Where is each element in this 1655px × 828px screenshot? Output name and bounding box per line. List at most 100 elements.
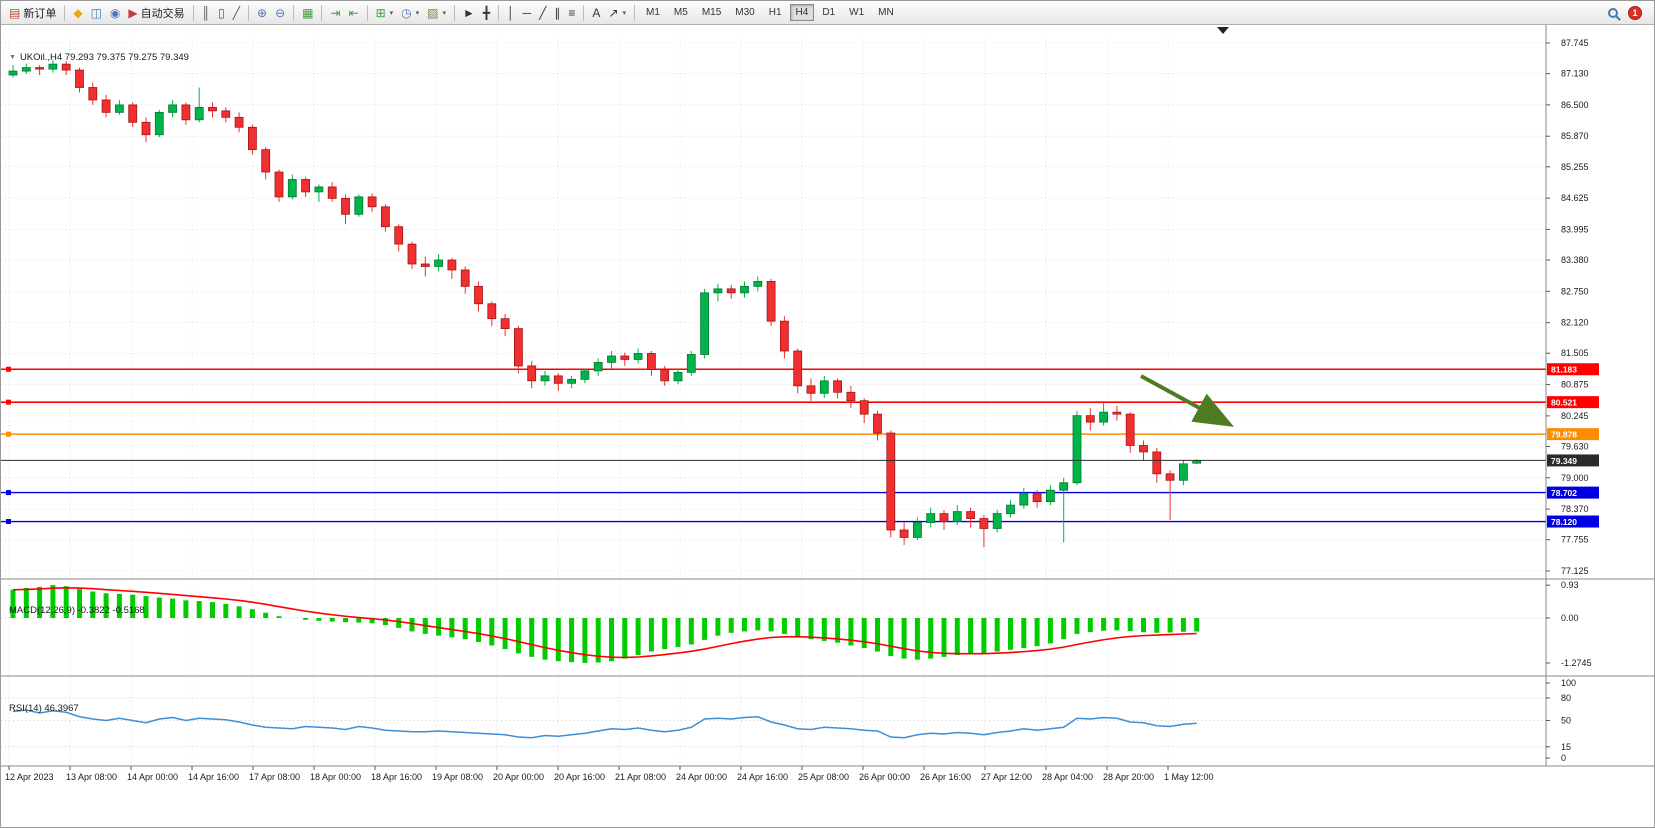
timeframe-mn[interactable]: MN [872,4,900,21]
toolbar-separator [192,4,194,21]
autotrading-icon: ▶ [128,5,138,20]
chart-ohlc-title: UKOil.,H4 79.293 79.375 79.275 79.349 [19,52,189,63]
chart-shift-icon: ⇤ [348,5,359,20]
svg-text:80.875: 80.875 [1561,380,1589,390]
svg-text:12 Apr 2023: 12 Apr 2023 [5,772,54,782]
timeframe-d1[interactable]: D1 [816,4,841,21]
svg-text:77.755: 77.755 [1561,535,1589,545]
timeframe-toolbar: M1 M5 M15 M30 H1 H4 D1 W1 MN [639,4,901,21]
svg-text:80.245: 80.245 [1561,411,1589,421]
new-order-button[interactable]: ▤ 新订单 [5,3,60,23]
timeframe-m5[interactable]: M5 [668,4,694,21]
chevron-down-icon: ▾ [415,9,420,17]
svg-text:14 Apr 16:00: 14 Apr 16:00 [188,772,239,782]
vertical-line-button[interactable]: │ [503,3,519,23]
line-chart-button[interactable]: ╱ [229,3,244,23]
autotrading-button-label: 自动交易 [140,7,185,20]
alerts-button[interactable]: ◆ [69,3,86,23]
channel-button[interactable]: ∥ [550,3,564,23]
svg-text:26 Apr 16:00: 26 Apr 16:00 [920,772,971,782]
svg-text:77.125: 77.125 [1561,566,1589,576]
periods-button[interactable]: ◷ ▾ [397,3,423,23]
svg-text:82.750: 82.750 [1561,286,1589,296]
auto-scroll-icon: ⇥ [330,5,341,20]
fibonacci-button[interactable]: ≡ [564,3,579,23]
svg-text:21 Apr 08:00: 21 Apr 08:00 [615,772,666,782]
auto-scroll-button[interactable]: ⇥ [326,3,344,23]
svg-text:81.183: 81.183 [1551,365,1577,375]
svg-text:85.255: 85.255 [1561,162,1589,172]
svg-text:19 Apr 08:00: 19 Apr 08:00 [432,772,483,782]
svg-text:0: 0 [1561,753,1566,763]
svg-text:86.500: 86.500 [1561,100,1589,110]
chevron-down-icon: ▾ [389,9,394,17]
svg-text:78.370: 78.370 [1561,504,1589,514]
fibonacci-icon: ≡ [568,5,576,20]
svg-text:20 Apr 00:00: 20 Apr 00:00 [493,772,544,782]
notification-badge[interactable]: 1 [1628,5,1642,20]
toolbar-groups: ▤ 新订单 ◆ ◫ ◉ ▶ 自动交易 ║ ▯ ╱ ⊕ ⊖ ▦ ⇥ ⇤ ⊞ ▾ ◷ ▾ ▨ ▾ ► ╋ │ ─ ╱ ∥ ≡ A ↗ ▾ [5,3,630,23]
timeframe-h4[interactable]: H4 [789,4,815,21]
macd-indicator-label: MACD(12,26,9) -0.3822 -0.5168 [9,605,145,616]
svg-text:87.745: 87.745 [1561,38,1589,48]
price-chart-canvas[interactable]: 12 Apr 2023 13 Apr 08:00 14 Apr 00:00 14 Ap… [1,25,1655,786]
svg-text:79.878: 79.878 [1551,430,1577,440]
cursor-button[interactable]: ► [459,3,479,23]
svg-text:0.93: 0.93 [1561,580,1579,590]
channel-icon: ∥ [554,5,561,20]
svg-text:14 Apr 00:00: 14 Apr 00:00 [127,772,178,782]
svg-text:24 Apr 00:00: 24 Apr 00:00 [676,772,727,782]
bar-chart-button[interactable]: ║ [198,3,215,23]
timeframe-m15[interactable]: M15 [696,4,727,21]
sounds-button[interactable]: ◉ [106,3,124,23]
svg-text:83.380: 83.380 [1561,255,1589,265]
svg-text:18 Apr 00:00: 18 Apr 00:00 [310,772,361,782]
market-watch-button[interactable]: ◫ [87,3,106,23]
candlestick-chart-button[interactable]: ▯ [214,3,229,23]
horizontal-line-button[interactable]: ─ [519,3,536,23]
svg-text:84.625: 84.625 [1561,193,1589,203]
new-order-button-label: 新订单 [23,7,57,20]
svg-text:50: 50 [1561,716,1571,726]
chevron-down-icon: ▾ [622,9,627,17]
svg-text:80: 80 [1561,693,1571,703]
zoom-in-icon: ⊕ [257,5,268,20]
svg-text:79.349: 79.349 [1551,456,1577,466]
timeframe-h1[interactable]: H1 [763,4,788,21]
svg-text:83.995: 83.995 [1561,224,1589,234]
indicators-button[interactable]: ⊞ ▾ [372,3,398,23]
text-tool-button[interactable]: A [588,3,604,23]
timeframe-m1[interactable]: M1 [640,4,666,21]
candlestick-chart-icon: ▯ [218,5,225,20]
chart-shift-button[interactable]: ⇤ [345,3,363,23]
autotrading-button[interactable]: ▶ 自动交易 [124,3,188,23]
svg-text:18 Apr 16:00: 18 Apr 16:00 [371,772,422,782]
trendline-button[interactable]: ╱ [535,3,550,23]
trendline-icon: ╱ [539,5,547,20]
svg-text:25 Apr 08:00: 25 Apr 08:00 [798,772,849,782]
svg-text:79.630: 79.630 [1561,441,1589,451]
market-watch-icon: ◫ [90,5,102,20]
text-tool-icon: A [592,5,601,20]
zoom-out-button[interactable]: ⊖ [271,3,289,23]
svg-text:13 Apr 08:00: 13 Apr 08:00 [66,772,117,782]
periods-icon: ◷ [401,5,412,20]
chevron-down-icon: ▾ [442,9,447,17]
chart-title: ▼ UKOil.,H4 79.293 79.375 79.275 79.349 [9,52,189,63]
crosshair-button[interactable]: ╋ [479,3,494,23]
templates-button[interactable]: ▨ ▾ [423,3,450,23]
toolbar-separator [248,4,249,21]
arrows-tool-button[interactable]: ↗ ▾ [604,3,630,23]
timeframe-w1[interactable]: W1 [843,4,870,21]
search-icon[interactable] [1608,7,1621,21]
tile-windows-button[interactable]: ▦ [298,3,317,23]
sounds-icon: ◉ [109,5,121,20]
svg-text:0.00: 0.00 [1561,613,1579,623]
svg-text:78.120: 78.120 [1551,517,1577,527]
symbol-dropdown-icon[interactable]: ▼ [9,54,16,61]
zoom-in-button[interactable]: ⊕ [253,3,271,23]
svg-text:20 Apr 16:00: 20 Apr 16:00 [554,772,605,782]
svg-text:100: 100 [1561,678,1576,688]
timeframe-m30[interactable]: M30 [729,4,760,21]
